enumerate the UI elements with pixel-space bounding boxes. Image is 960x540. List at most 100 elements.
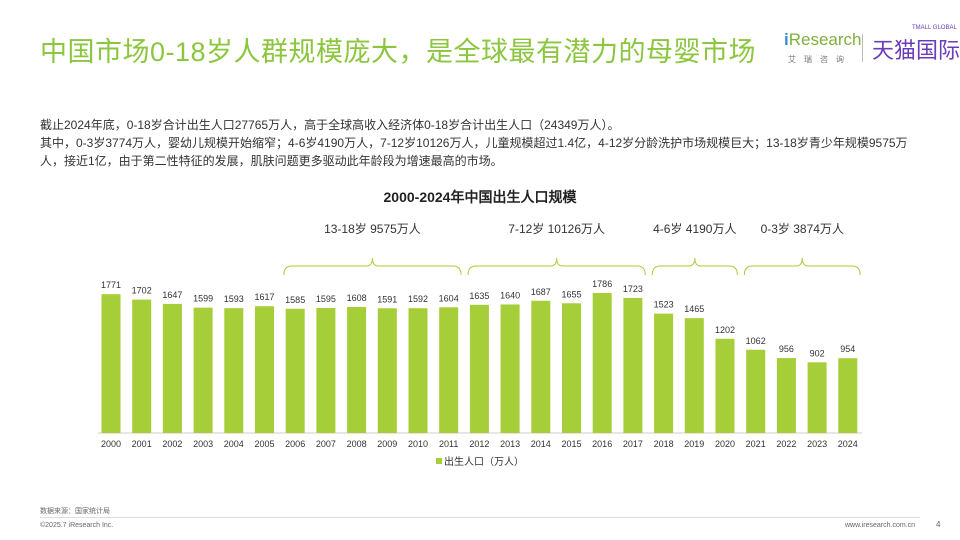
x-tick-label: 2011 (439, 439, 458, 449)
x-tick-label: 2017 (623, 439, 643, 449)
bar (132, 299, 152, 433)
bar (101, 294, 121, 433)
bar (654, 313, 674, 433)
x-tick-label: 2010 (408, 439, 428, 449)
bracket (467, 257, 646, 276)
x-tick-label: 2019 (684, 439, 704, 449)
data-label: 1635 (469, 291, 489, 301)
bar (193, 307, 213, 433)
bar (807, 362, 827, 433)
bracket (651, 257, 738, 276)
data-label: 1640 (500, 290, 520, 300)
bar (715, 338, 735, 433)
description-line: 其中，0-3岁3774万人，婴幼儿规模开始缩窄；4-6岁4190万人，7-12岁… (40, 136, 908, 168)
x-tick-label: 2016 (592, 439, 612, 449)
logo-divider (862, 34, 863, 62)
footer-divider (40, 517, 920, 518)
tmall-logo: 天猫国际 (872, 38, 960, 63)
bar (408, 308, 428, 433)
description: 截止2024年底，0-18岁合计出生人口27765万人，高于全球高收入经济体0-… (40, 116, 930, 170)
bar (224, 308, 244, 433)
data-label: 1593 (224, 294, 244, 304)
iresearch-logo: iResearch (784, 30, 862, 49)
legend-label: 出生人口（万人） (444, 455, 524, 468)
data-label: 1655 (561, 289, 581, 299)
bar (684, 318, 704, 433)
data-label: 902 (810, 348, 825, 358)
x-tick-label: 2021 (746, 439, 766, 449)
x-tick-label: 2002 (162, 439, 182, 449)
bar (776, 358, 796, 433)
data-label: 1687 (531, 287, 551, 297)
bar (623, 297, 643, 433)
data-label: 1702 (132, 286, 152, 296)
data-label: 1647 (162, 290, 182, 300)
x-tick-label: 2018 (654, 439, 674, 449)
page-number: 4 (936, 520, 941, 529)
x-tick-label: 2014 (531, 439, 551, 449)
x-tick-label: 2005 (254, 439, 274, 449)
bar (500, 304, 520, 433)
legend-swatch (436, 458, 442, 464)
data-label: 954 (840, 344, 855, 354)
bar (838, 358, 858, 433)
data-label: 1465 (684, 304, 704, 314)
x-tick-label: 2024 (838, 439, 858, 449)
x-tick-label: 2022 (776, 439, 796, 449)
data-label: 1786 (592, 279, 612, 289)
x-tick-label: 2009 (377, 439, 397, 449)
logo: iResearch 艾瑞咨询 天猫国际 TMALL GLOBAL (780, 25, 960, 70)
bar (531, 300, 551, 433)
x-tick-label: 2007 (316, 439, 336, 449)
bar (439, 307, 459, 433)
page-title: 中国市场0-18岁人群规模庞大，是全球最有潜力的母婴市场 (40, 37, 757, 67)
bar (285, 308, 305, 433)
bar (746, 349, 766, 433)
data-label: 1062 (746, 336, 766, 346)
x-tick-label: 2000 (101, 439, 121, 449)
x-tick-label: 2012 (469, 439, 489, 449)
bar (592, 293, 612, 433)
bar (162, 303, 182, 433)
data-label: 1595 (316, 294, 336, 304)
data-label: 1608 (347, 293, 367, 303)
chart-title: 2000-2024年中国出生人口规模 (383, 189, 577, 205)
x-tick-label: 2004 (224, 439, 244, 449)
x-tick-label: 2006 (285, 439, 305, 449)
data-label: 1523 (654, 300, 674, 310)
x-tick-label: 2008 (347, 439, 367, 449)
bar (377, 308, 397, 433)
bracket (743, 257, 861, 276)
x-tick-label: 2023 (807, 439, 827, 449)
x-tick-label: 2013 (500, 439, 520, 449)
bar (562, 303, 581, 433)
data-label: 956 (779, 344, 794, 354)
data-label: 1592 (408, 294, 428, 304)
copyright: ©2025.7 iResearch Inc. (40, 522, 114, 529)
x-tick-label: 2015 (561, 439, 581, 449)
bar (316, 307, 336, 433)
bar (469, 304, 489, 433)
x-tick-label: 2003 (193, 439, 213, 449)
bracket-label: 7-12岁 10126万人 (508, 221, 605, 236)
bar (347, 306, 367, 433)
x-tick-label: 2020 (715, 439, 735, 449)
bar (255, 306, 274, 433)
data-label: 1202 (715, 325, 735, 335)
website-link[interactable]: www.iresearch.com.cn (845, 522, 916, 529)
data-label: 1723 (623, 284, 643, 294)
x-tick-label: 2001 (132, 439, 152, 449)
bracket (283, 257, 462, 276)
bracket-label: 13-18岁 9575万人 (324, 221, 421, 236)
tmall-logo-en: TMALL GLOBAL (912, 25, 957, 31)
data-label: 1771 (101, 280, 121, 290)
data-source: 数据来源：国家统计局 (40, 508, 110, 515)
data-label: 1599 (193, 294, 213, 304)
iresearch-logo-cn: 艾瑞咨询 (788, 55, 852, 64)
data-label: 1591 (377, 294, 397, 304)
data-label: 1604 (439, 293, 459, 303)
data-label: 1617 (254, 292, 274, 302)
bracket-label: 4-6岁 4190万人 (653, 221, 736, 236)
